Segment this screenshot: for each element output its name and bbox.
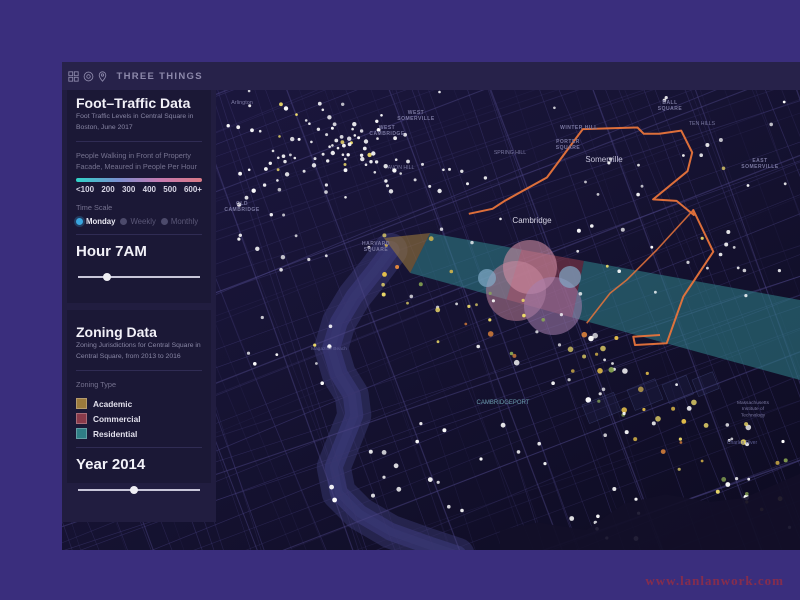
svg-text:OLD: OLD xyxy=(236,201,248,207)
svg-text:SQUARE: SQUARE xyxy=(658,106,683,112)
svg-text:SOMERVILLE: SOMERVILLE xyxy=(741,164,779,170)
svg-text:SOMERVILLE: SOMERVILLE xyxy=(397,116,435,122)
svg-text:TEN HILLS: TEN HILLS xyxy=(689,121,716,127)
svg-text:Somerville: Somerville xyxy=(585,155,623,164)
svg-text:WEST: WEST xyxy=(379,125,395,131)
svg-text:AVON HILL: AVON HILL xyxy=(388,165,415,171)
svg-text:CAMBRIDGEPORT: CAMBRIDGEPORT xyxy=(477,400,530,406)
svg-text:Arlington: Arlington xyxy=(231,100,253,106)
svg-text:HARVARD: HARVARD xyxy=(362,241,390,247)
svg-text:Technology: Technology xyxy=(741,412,766,418)
svg-text:Institute of: Institute of xyxy=(742,406,765,412)
svg-text:CAMBRIDGE: CAMBRIDGE xyxy=(369,131,404,137)
svg-text:Massachusetts: Massachusetts xyxy=(737,400,770,406)
svg-text:CAMBRIDGE: CAMBRIDGE xyxy=(224,207,259,213)
svg-text:SQUARE: SQUARE xyxy=(364,247,389,253)
svg-text:SQUARE: SQUARE xyxy=(556,145,581,151)
svg-text:BALL: BALL xyxy=(662,100,677,106)
svg-text:WINTER HILL: WINTER HILL xyxy=(560,125,598,131)
svg-text:EAST: EAST xyxy=(752,158,767,164)
svg-text:Cambridge: Cambridge xyxy=(512,216,552,225)
svg-text:Magazine Beach: Magazine Beach xyxy=(311,346,347,352)
svg-text:Charles River: Charles River xyxy=(727,440,758,446)
svg-text:PORTER: PORTER xyxy=(556,139,580,145)
svg-text:WEST: WEST xyxy=(408,110,424,116)
svg-text:SPRING HILL: SPRING HILL xyxy=(494,150,526,156)
